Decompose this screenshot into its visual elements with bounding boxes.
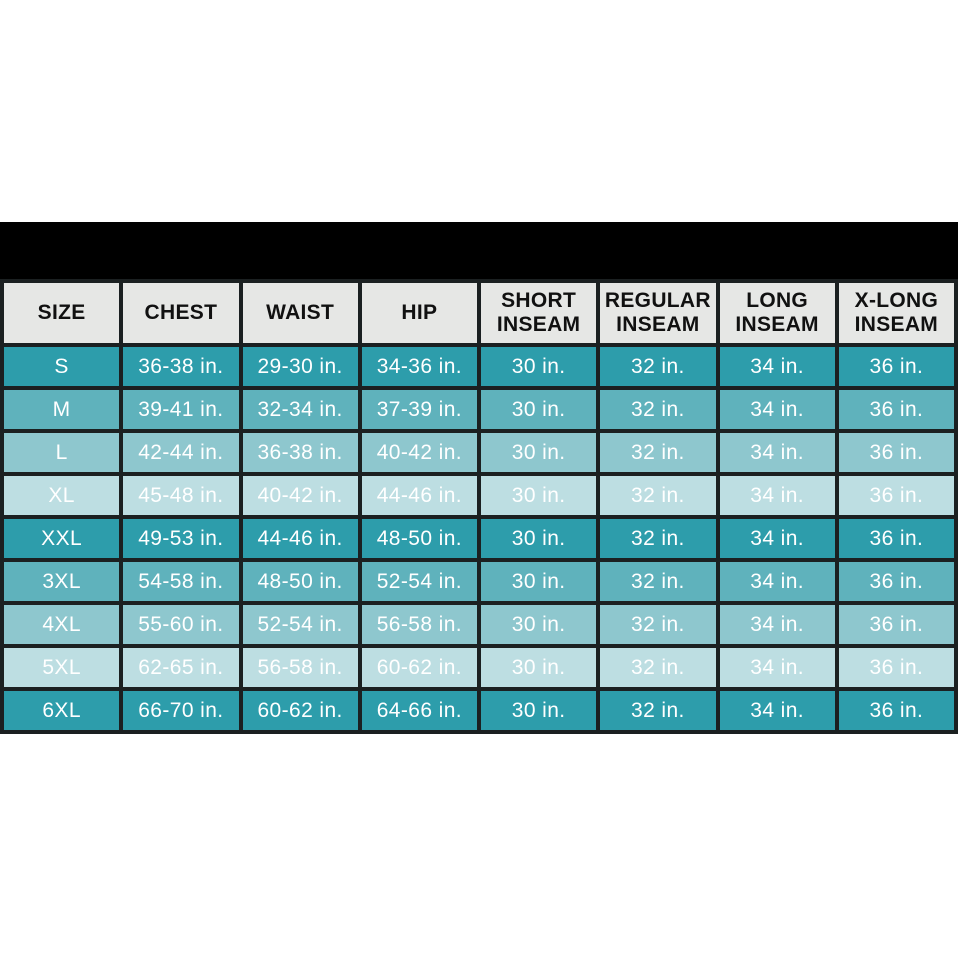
column-header-chest: CHEST	[119, 279, 243, 347]
hip-cell: 34-36 in.	[357, 343, 482, 390]
size-cell: 4XL	[0, 601, 124, 648]
column-header-hip: HIP	[357, 279, 482, 347]
table-header: SIZE CHEST WAIST HIP SHORT INSEAM REGULAR INS…	[0, 279, 959, 347]
table-row-4xl: 4XL 55-60 in. 52-54 in. 56-58 in. 30 in. 32 i…	[0, 601, 959, 648]
short-inseam-cell: 30 in.	[476, 429, 601, 476]
short-inseam-cell: 30 in.	[476, 472, 601, 519]
size-cell: 3XL	[0, 558, 124, 605]
size-cell: S	[0, 343, 124, 390]
hip-cell: 37-39 in.	[357, 386, 482, 433]
regular-inseam-cell: 32 in.	[596, 515, 720, 562]
short-inseam-cell: 30 in.	[476, 644, 601, 691]
long-inseam-cell: 34 in.	[715, 644, 839, 691]
chest-cell: 42-44 in.	[119, 429, 243, 476]
table-row-6xl: 6XL 66-70 in. 60-62 in. 64-66 in. 30 in. 32 i…	[0, 687, 959, 734]
column-header-long-inseam: LONG INSEAM	[715, 279, 839, 347]
table-body: S 36-38 in. 29-30 in. 34-36 in. 30 in. 32 in.…	[0, 343, 959, 734]
size-cell: 5XL	[0, 644, 124, 691]
x-long-inseam-cell: 36 in.	[834, 472, 959, 519]
short-inseam-cell: 30 in.	[476, 343, 601, 390]
long-inseam-cell: 34 in.	[715, 386, 839, 433]
waist-cell: 44-46 in.	[238, 515, 362, 562]
regular-inseam-cell: 32 in.	[596, 472, 720, 519]
long-inseam-cell: 34 in.	[715, 515, 839, 562]
size-cell: 6XL	[0, 687, 124, 734]
waist-cell: 48-50 in.	[238, 558, 362, 605]
chest-cell: 62-65 in.	[119, 644, 243, 691]
x-long-inseam-cell: 36 in.	[834, 386, 959, 433]
waist-cell: 29-30 in.	[238, 343, 362, 390]
column-header-x-long-inseam: X-LONG INSEAM	[834, 279, 959, 347]
x-long-inseam-cell: 36 in.	[834, 687, 959, 734]
short-inseam-cell: 30 in.	[476, 687, 601, 734]
table-row-s: S 36-38 in. 29-30 in. 34-36 in. 30 in. 32 in.…	[0, 343, 959, 390]
chest-cell: 49-53 in.	[119, 515, 243, 562]
size-chart-table: SIZE CHEST WAIST HIP SHORT INSEAM REGULAR INS…	[0, 279, 959, 734]
regular-inseam-cell: 32 in.	[596, 687, 720, 734]
short-inseam-cell: 30 in.	[476, 601, 601, 648]
column-header-regular-inseam: REGULAR INSEAM	[596, 279, 720, 347]
chest-cell: 66-70 in.	[119, 687, 243, 734]
long-inseam-cell: 34 in.	[715, 343, 839, 390]
long-inseam-cell: 34 in.	[715, 429, 839, 476]
column-header-waist: WAIST	[238, 279, 362, 347]
table-row-5xl: 5XL 62-65 in. 56-58 in. 60-62 in. 30 in. 32 i…	[0, 644, 959, 691]
long-inseam-cell: 34 in.	[715, 601, 839, 648]
regular-inseam-cell: 32 in.	[596, 429, 720, 476]
header-row: SIZE CHEST WAIST HIP SHORT INSEAM REGULAR INS…	[0, 279, 959, 347]
hip-cell: 52-54 in.	[357, 558, 482, 605]
column-header-size: SIZE	[0, 279, 124, 347]
hip-cell: 40-42 in.	[357, 429, 482, 476]
hip-cell: 60-62 in.	[357, 644, 482, 691]
column-header-short-inseam: SHORT INSEAM	[476, 279, 601, 347]
x-long-inseam-cell: 36 in.	[834, 558, 959, 605]
waist-cell: 52-54 in.	[238, 601, 362, 648]
short-inseam-cell: 30 in.	[476, 386, 601, 433]
chest-cell: 45-48 in.	[119, 472, 243, 519]
waist-cell: 60-62 in.	[238, 687, 362, 734]
size-cell: XXL	[0, 515, 124, 562]
waist-cell: 40-42 in.	[238, 472, 362, 519]
size-cell: L	[0, 429, 124, 476]
table-row-xxl: XXL 49-53 in. 44-46 in. 48-50 in. 30 in. 32 i…	[0, 515, 959, 562]
x-long-inseam-cell: 36 in.	[834, 343, 959, 390]
long-inseam-cell: 34 in.	[715, 687, 839, 734]
long-inseam-cell: 34 in.	[715, 472, 839, 519]
waist-cell: 32-34 in.	[238, 386, 362, 433]
regular-inseam-cell: 32 in.	[596, 601, 720, 648]
hip-cell: 64-66 in.	[357, 687, 482, 734]
regular-inseam-cell: 32 in.	[596, 386, 720, 433]
long-inseam-cell: 34 in.	[715, 558, 839, 605]
table-row-l: L 42-44 in. 36-38 in. 40-42 in. 30 in. 32 in.…	[0, 429, 959, 476]
short-inseam-cell: 30 in.	[476, 558, 601, 605]
x-long-inseam-cell: 36 in.	[834, 601, 959, 648]
table-row-m: M 39-41 in. 32-34 in. 37-39 in. 30 in. 32 in.…	[0, 386, 959, 433]
short-inseam-cell: 30 in.	[476, 515, 601, 562]
regular-inseam-cell: 32 in.	[596, 644, 720, 691]
table-row-xl: XL 45-48 in. 40-42 in. 44-46 in. 30 in. 32 in…	[0, 472, 959, 519]
x-long-inseam-cell: 36 in.	[834, 515, 959, 562]
chest-cell: 55-60 in.	[119, 601, 243, 648]
hip-cell: 48-50 in.	[357, 515, 482, 562]
regular-inseam-cell: 32 in.	[596, 343, 720, 390]
size-cell: M	[0, 386, 124, 433]
chest-cell: 36-38 in.	[119, 343, 243, 390]
waist-cell: 56-58 in.	[238, 644, 362, 691]
x-long-inseam-cell: 36 in.	[834, 429, 959, 476]
regular-inseam-cell: 32 in.	[596, 558, 720, 605]
size-cell: XL	[0, 472, 124, 519]
title-banner	[0, 222, 958, 279]
table-row-3xl: 3XL 54-58 in. 48-50 in. 52-54 in. 30 in. 32 i…	[0, 558, 959, 605]
waist-cell: 36-38 in.	[238, 429, 362, 476]
chest-cell: 54-58 in.	[119, 558, 243, 605]
chest-cell: 39-41 in.	[119, 386, 243, 433]
size-chart-panel: SIZE CHEST WAIST HIP SHORT INSEAM REGULAR INS…	[0, 222, 959, 734]
x-long-inseam-cell: 36 in.	[834, 644, 959, 691]
hip-cell: 56-58 in.	[357, 601, 482, 648]
hip-cell: 44-46 in.	[357, 472, 482, 519]
